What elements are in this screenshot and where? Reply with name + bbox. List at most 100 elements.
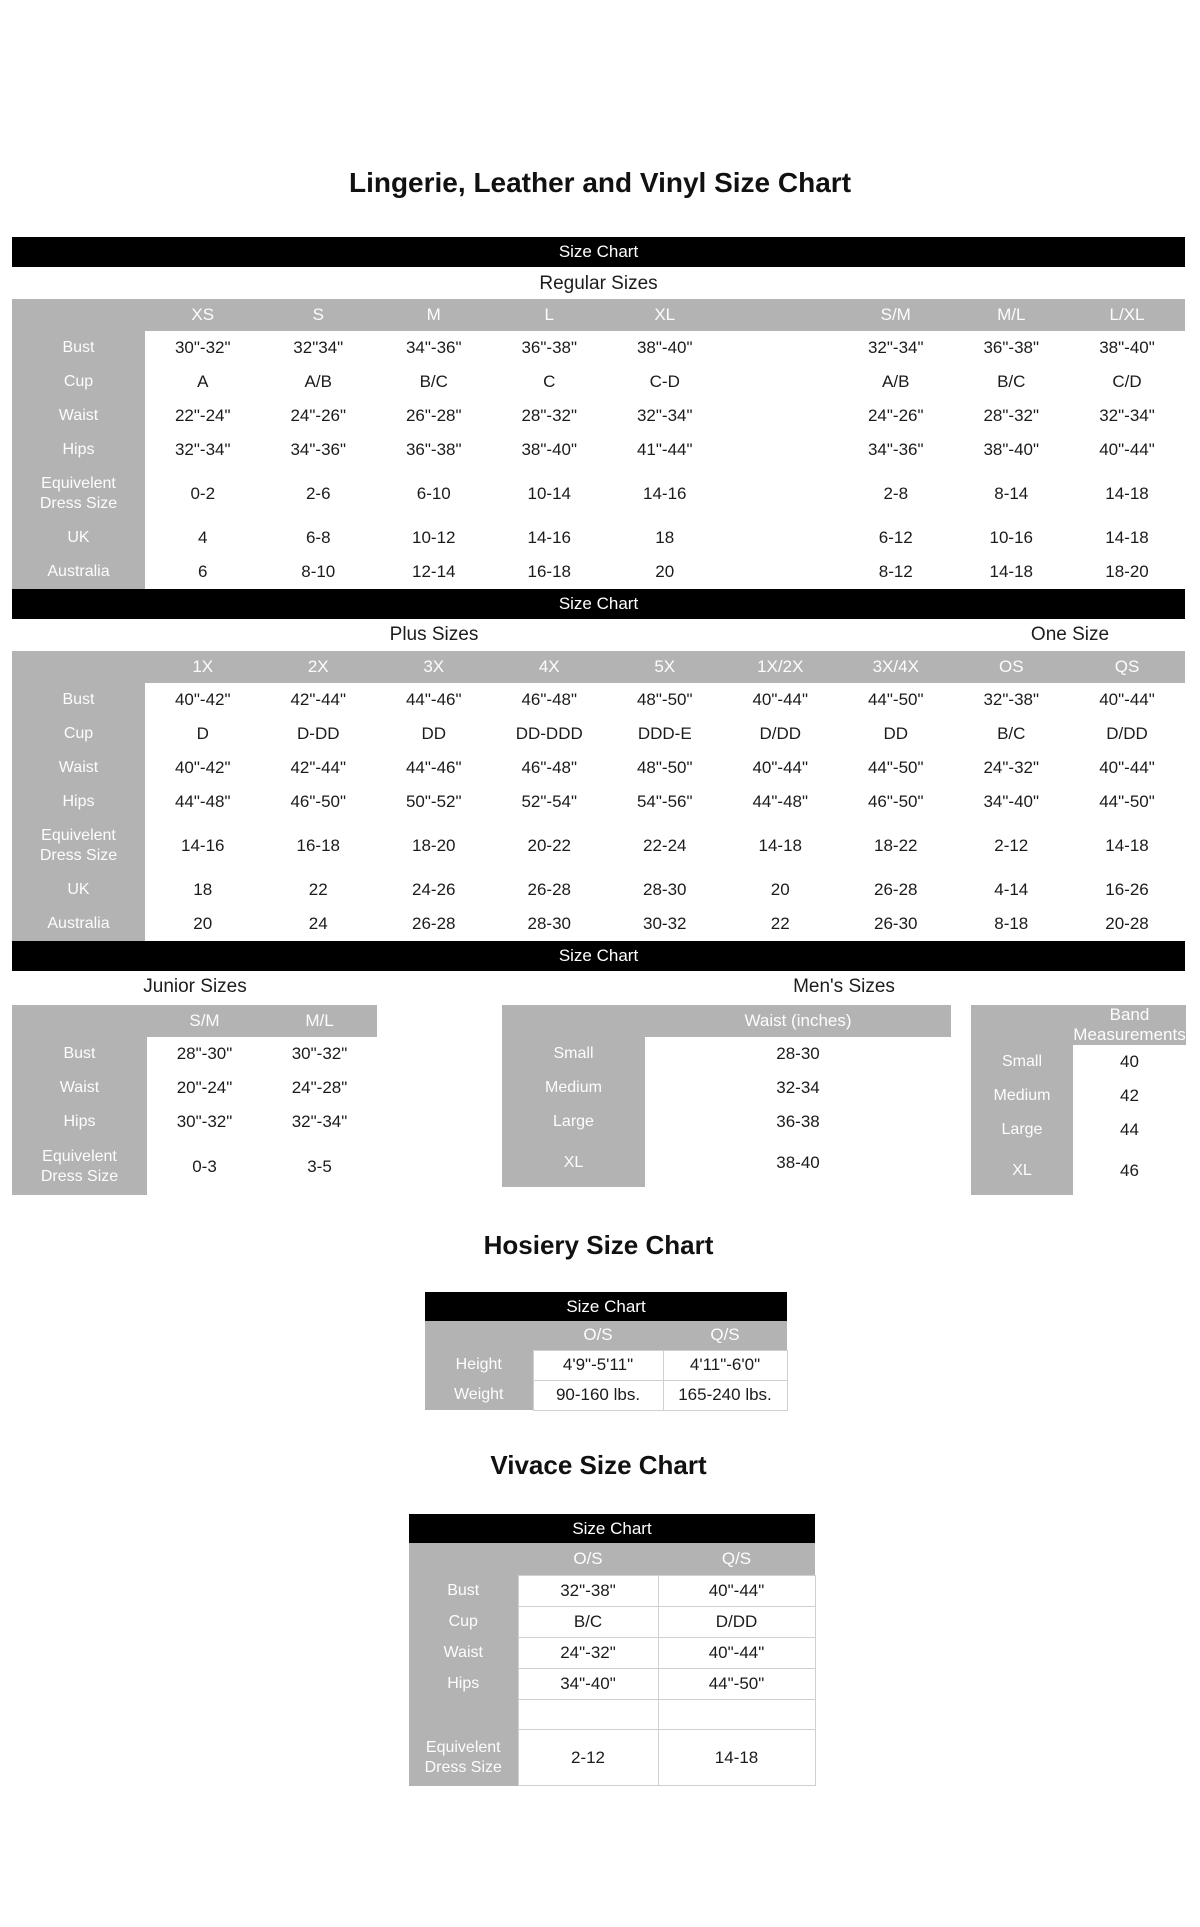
cell-value: [657, 1699, 816, 1730]
cell-value: 14-18: [989, 562, 1033, 581]
table-row: Hips 34"-40" 44"-50": [409, 1668, 816, 1700]
cell-value: 22: [308, 880, 328, 899]
cell-value: 32-34: [776, 1078, 820, 1097]
table-row: Waist 20"-24" 24"-28": [12, 1071, 377, 1105]
cell-value: 46: [1120, 1161, 1139, 1180]
table-row: Waist 22"-24" 24"-26" 26"-28" 28"-32" 32"-34"…: [12, 399, 1185, 433]
column-header: XS: [145, 299, 261, 331]
cell-value: B/C: [997, 372, 1026, 391]
cell-value: 22-24: [643, 836, 687, 855]
cell-value: 28-30: [527, 914, 571, 933]
row-label: Australia: [12, 555, 145, 589]
table-row: UK 4 6-8 10-12 14-16 18 6-12 10-16 14-18: [12, 521, 1185, 555]
table-row: Height 4'9"-5'11" 4'11"-6'0": [425, 1349, 788, 1381]
cell-value: 30-32: [643, 914, 687, 933]
row-label: Medium: [502, 1071, 645, 1105]
cell-value: 22"-24": [174, 406, 231, 425]
cell-value: [723, 555, 839, 589]
cell-value: B/C: [997, 724, 1026, 743]
cell-value: 26"-28": [405, 406, 462, 425]
row-label: Waist: [12, 1071, 147, 1105]
cell-value: 24"-26": [290, 406, 347, 425]
column-header: 1X: [145, 651, 261, 683]
junior-sizes-table: S/M M/L Bust 28"-30" 30"-32" Waist 20"-24" 24"-…: [12, 1005, 377, 1195]
row-label: Large: [971, 1113, 1073, 1147]
row-label: Bust: [409, 1575, 518, 1607]
cell-value: 46"-50": [867, 792, 924, 811]
cell-value: 40"-42": [174, 758, 231, 777]
cell-value: 34"-40": [983, 792, 1040, 811]
cell-value: 10-14: [527, 484, 571, 503]
junior-mens-tables-row: S/M M/L Bust 28"-30" 30"-32" Waist 20"-24" 24"-…: [12, 1005, 1186, 1195]
cell-value: 32"-34": [867, 338, 924, 357]
cell-value: DDD-E: [637, 724, 692, 743]
column-header: S/M: [147, 1005, 262, 1037]
junior-sizes-heading: Junior Sizes: [143, 976, 247, 997]
mens-waist-table: Waist (inches) Small 28-30 Medium 32-34 Large…: [502, 1005, 951, 1187]
cell-value: 20-22: [527, 836, 571, 855]
cell-value: C-D: [649, 372, 680, 391]
table-row: Australia 6 8-10 12-14 16-18 20 8-12 14-18 18-20: [12, 555, 1185, 589]
cell-value: 10-12: [412, 528, 456, 547]
table-row: Equivelent Dress Size 0-2 2-6 6-10 10-14 14-16…: [12, 467, 1185, 521]
row-label: Bust: [12, 1037, 147, 1071]
cell-value: 36"-38": [405, 440, 462, 459]
row-label: Small: [971, 1045, 1073, 1079]
cell-value: 28-30: [643, 880, 687, 899]
column-header: O/S: [533, 1321, 663, 1350]
cell-value: 48"-50": [636, 758, 693, 777]
table-header-row: 1X 2X 3X 4X 5X 1X/2X 3X/4X OS QS: [12, 651, 1185, 683]
cell-value: [723, 399, 839, 433]
cell-value: 14-16: [643, 484, 687, 503]
cell-value: 24"-32": [517, 1637, 659, 1669]
cell-value: 42: [1120, 1086, 1139, 1105]
cell-value: 34"-36": [405, 338, 462, 357]
cell-value: C: [543, 372, 556, 391]
table-row: Bust 30"-32" 32"34" 34"-36" 36"-38" 38"-40" 32…: [12, 331, 1185, 365]
table-row: Large 44: [971, 1113, 1186, 1147]
cell-value: 40: [1120, 1052, 1139, 1071]
column-header: M/L: [953, 299, 1069, 331]
column-header: OS: [953, 651, 1069, 683]
cell-value: 18-20: [412, 836, 456, 855]
cell-value: 26-28: [527, 880, 571, 899]
cell-value: 44: [1120, 1120, 1139, 1139]
mens-sizes-heading: Men's Sizes: [793, 976, 895, 997]
cell-value: 36"-38": [983, 338, 1040, 357]
column-header: [409, 1542, 518, 1576]
cell-value: [723, 331, 839, 365]
cell-value: 40"-44": [657, 1575, 816, 1607]
cell-value: 36"-38": [521, 338, 578, 357]
cell-value: 24"-26": [867, 406, 924, 425]
junior-mens-heading-row: Junior Sizes Men's Sizes: [12, 971, 1185, 1005]
cell-value: D: [196, 724, 209, 743]
column-header: 4X: [491, 651, 607, 683]
table-header-row: O/S Q/S: [409, 1542, 815, 1576]
cell-value: [517, 1699, 659, 1730]
cell-value: 44"-48": [174, 792, 231, 811]
cell-value: 4'11"-6'0": [662, 1349, 788, 1381]
cell-value: DD: [421, 724, 447, 743]
cell-value: 41"-44": [636, 440, 693, 459]
table-header-row: S/M M/L: [12, 1005, 377, 1037]
cell-value: 18-22: [874, 836, 918, 855]
cell-value: 6-12: [878, 528, 913, 547]
cell-value: 14-18: [1105, 484, 1149, 503]
cell-value: D/DD: [759, 724, 802, 743]
cell-value: 0-2: [190, 484, 216, 503]
cell-value: 26-28: [874, 880, 918, 899]
cell-value: 14-18: [1105, 836, 1149, 855]
column-header: O/S: [518, 1542, 658, 1576]
cell-value: 2-8: [883, 484, 909, 503]
table-row: Medium 42: [971, 1079, 1186, 1113]
column-header: QS: [1069, 651, 1185, 683]
cell-value: 54"-56": [636, 792, 693, 811]
column-header: S/M: [838, 299, 954, 331]
column-header: L: [491, 299, 607, 331]
cell-value: 3-5: [307, 1157, 332, 1176]
cell-value: 10-16: [989, 528, 1033, 547]
cell-value: 44"-48": [752, 792, 809, 811]
cell-value: 2-12: [994, 836, 1029, 855]
table-row: Equivelent Dress Size 2-12 14-18: [409, 1729, 816, 1786]
cell-value: [723, 365, 839, 399]
